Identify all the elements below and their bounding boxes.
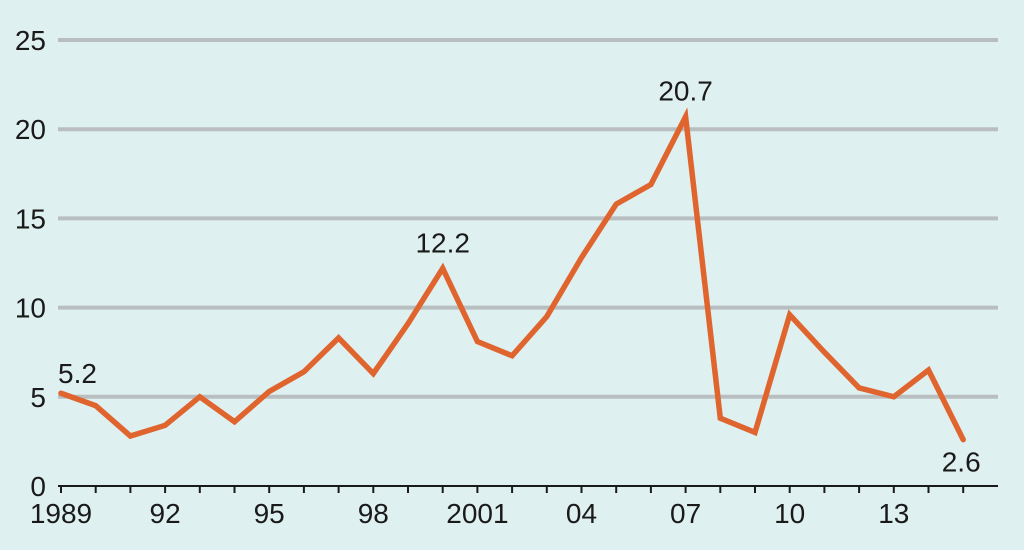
x-tick-label-07: 07: [670, 498, 701, 529]
y-tick-label-0: 0: [30, 471, 46, 502]
x-tick-label-13: 13: [878, 498, 909, 529]
x-tick-label-2001: 2001: [446, 498, 508, 529]
data-label-2.6: 2.6: [942, 447, 981, 478]
data-label-20.7: 20.7: [658, 76, 713, 107]
x-tick-label-98: 98: [358, 498, 389, 529]
data-label-5.2: 5.2: [58, 358, 97, 389]
y-tick-label-20: 20: [15, 114, 46, 145]
y-tick-label-5: 5: [30, 382, 46, 413]
y-axis-tick-labels: 0 5 10 15 20 25: [15, 25, 46, 502]
y-tick-label-15: 15: [15, 203, 46, 234]
x-axis: 1989 92 95 98 2001 04 07 10 13: [30, 485, 998, 529]
x-tick-label-95: 95: [254, 498, 285, 529]
x-tick-label-92: 92: [150, 498, 181, 529]
x-tick-label-1989: 1989: [30, 498, 92, 529]
gridlines: [58, 38, 998, 399]
x-tick-label-04: 04: [566, 498, 597, 529]
series-line-0: [58, 107, 966, 443]
y-tick-label-25: 25: [15, 25, 46, 56]
data-labels: 5.2 12.2 20.7 2.6: [58, 76, 981, 478]
data-label-12.2: 12.2: [415, 227, 470, 258]
series-lines: [58, 107, 966, 443]
x-tick-label-10: 10: [774, 498, 805, 529]
y-tick-label-10: 10: [15, 293, 46, 324]
